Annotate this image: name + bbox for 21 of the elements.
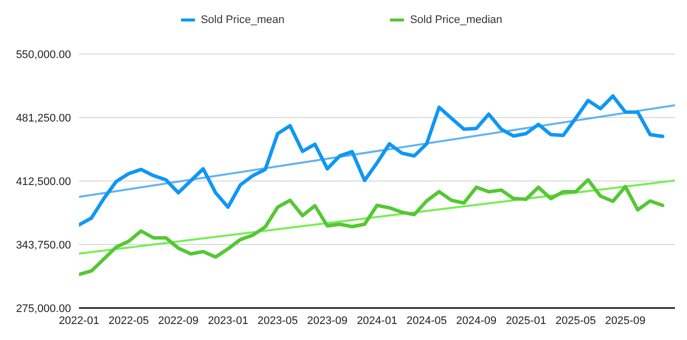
x-tick-label: 2023-05 [257, 314, 298, 327]
legend-label: Sold Price_median [410, 14, 502, 26]
y-tick-label: 550,000.00 [16, 48, 71, 61]
x-tick-label: 2022-05 [108, 314, 149, 327]
x-tick-label: 2025-09 [605, 314, 646, 327]
line-series [79, 178, 664, 276]
y-tick-label: 275,000.00 [16, 302, 71, 315]
y-tick-label: 412,500.00 [16, 176, 71, 188]
x-tick-label: 2024-01 [356, 314, 398, 327]
x-tick-label: 2024-09 [456, 314, 497, 327]
x-tick-label: 2025-01 [506, 314, 546, 327]
legend-label: Sold Price_mean [200, 14, 284, 26]
line-series [79, 94, 664, 227]
x-tick-label: 2024-05 [406, 314, 447, 327]
x-tick-label: 2022-09 [158, 314, 199, 327]
x-tick-label: 2023-01 [208, 314, 248, 327]
x-tick-label: 2025-05 [555, 314, 596, 327]
y-tick-label: 343,750.00 [16, 239, 71, 252]
x-tick-label: 2022-01 [58, 314, 100, 327]
y-tick-label: 481,250.00 [16, 112, 71, 124]
x-tick-label: 2023-09 [307, 314, 348, 327]
